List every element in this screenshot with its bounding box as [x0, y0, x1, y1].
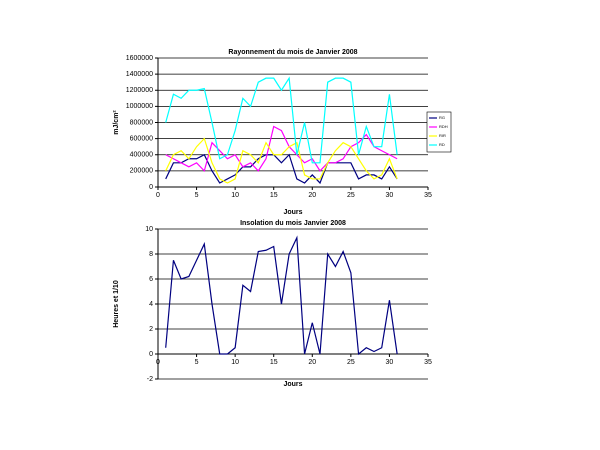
x-tick-label: 25	[347, 359, 355, 366]
chart-title: Rayonnement du mois de Janvier 2008	[228, 49, 357, 56]
x-tick-label: 15	[270, 192, 278, 199]
legend-label: RD	[439, 142, 445, 147]
x-tick-label: 35	[424, 359, 432, 366]
x-tick-label: 15	[270, 359, 278, 366]
legend-label: RG	[439, 115, 445, 120]
x-tick-label: 10	[231, 359, 239, 366]
y-tick-label: 1200000	[126, 87, 153, 94]
chart: Rayonnement du mois de Janvier 2008 0 2000…	[113, 49, 452, 216]
y-tick-label: 200000	[130, 168, 153, 175]
x-tick-label: 20	[308, 192, 316, 199]
y-tick-label: 1600000	[126, 55, 153, 62]
legend-label: RDH	[439, 124, 448, 129]
y-tick-label: 600000	[130, 135, 153, 142]
x-tick-label: 30	[386, 192, 394, 199]
y-tick-label: 1400000	[126, 71, 153, 78]
y-tick-label: 0	[149, 351, 153, 358]
line-series	[165, 137, 398, 184]
y-axis-label: mJ/cm²	[113, 110, 120, 135]
y-tick-label: 10	[145, 226, 153, 233]
y-tick-label: 0	[149, 184, 153, 191]
x-tick-label: 10	[231, 192, 239, 199]
line-series	[165, 153, 398, 185]
line-series	[165, 76, 398, 164]
y-axis-label: Heures et 1/10	[113, 280, 120, 328]
legend-label: RIR	[439, 133, 446, 138]
y-tick-label: 6	[149, 276, 153, 283]
x-tick-label: 35	[424, 192, 432, 199]
x-axis-label: Jours	[283, 209, 302, 216]
y-tick-label: 400000	[130, 152, 153, 159]
chart-title: Insolation du mois Janvier 2008	[240, 220, 346, 227]
x-tick-label: 0	[156, 192, 160, 199]
y-tick-label: 1000000	[126, 103, 153, 110]
chart: Insolation du mois Janvier 2008 -2 0 2 4 6 8 10…	[113, 220, 432, 388]
line-series	[165, 125, 398, 173]
x-tick-label: 5	[195, 359, 199, 366]
y-tick-label: 800000	[130, 119, 153, 126]
x-tick-label: 25	[347, 192, 355, 199]
y-tick-label: 2	[149, 326, 153, 333]
y-tick-label: 4	[149, 301, 153, 308]
x-tick-label: 5	[195, 192, 199, 199]
line-series	[165, 235, 398, 356]
x-tick-label: 30	[386, 359, 394, 366]
x-axis-label: Jours	[283, 381, 302, 388]
y-tick-label: -2	[147, 376, 153, 383]
y-tick-label: 8	[149, 251, 153, 258]
x-tick-label: 20	[308, 359, 316, 366]
